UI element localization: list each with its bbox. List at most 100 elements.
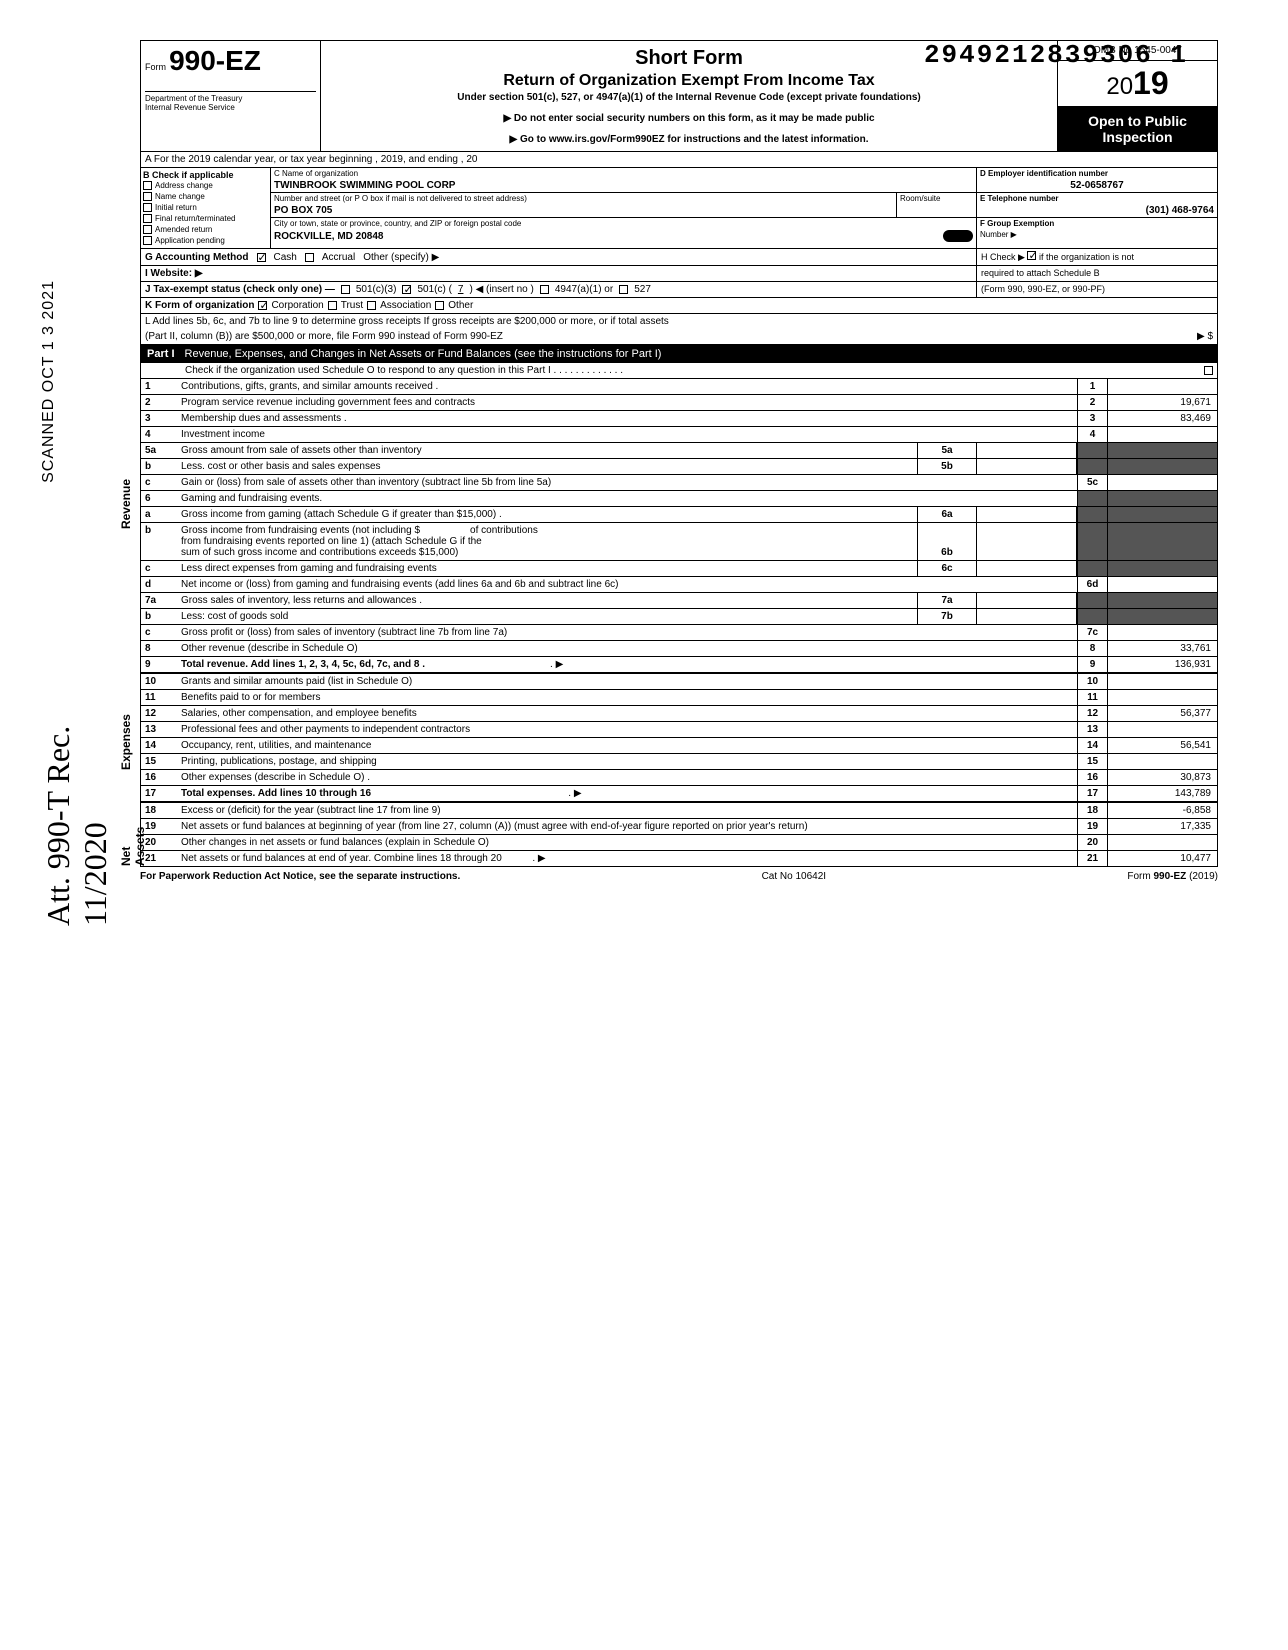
ln18-val: -6,858 (1107, 803, 1217, 818)
part-1-header: Part I Revenue, Expenses, and Changes in… (141, 345, 1217, 363)
row-l-arrow: ▶ $ (1197, 331, 1213, 342)
ln6a-sub: 6a (917, 507, 977, 522)
section-def: D Employer identification number 52-0658… (977, 168, 1217, 248)
ln7c-val (1107, 625, 1217, 640)
ln6c-sub: 6c (917, 561, 977, 576)
cb-corporation[interactable] (258, 301, 267, 310)
cb-address-change[interactable]: Address change (143, 180, 268, 191)
ln5a-dark (1077, 443, 1107, 458)
cb-501c[interactable] (402, 285, 411, 294)
room-label: Room/suite (897, 193, 976, 204)
ln7b-darkval (1107, 609, 1217, 624)
ln15-desc: Printing, publications, postage, and shi… (177, 754, 1077, 769)
ln8-num: 8 (141, 641, 177, 656)
ln20-desc: Other changes in net assets or fund bala… (177, 835, 1077, 850)
addr-label: Number and street (or P O box if mail is… (271, 193, 896, 204)
row-k-label: K Form of organization (145, 300, 254, 311)
ln13-idx: 13 (1077, 722, 1107, 737)
ln7b-num: b (141, 609, 177, 624)
ln14-val: 56,541 (1107, 738, 1217, 753)
row-h-line3: (Form 990, 990-EZ, or 990-PF) (977, 282, 1217, 297)
return-title: Return of Organization Exempt From Incom… (327, 72, 1051, 90)
4947-label: 4947(a)(1) or (555, 284, 613, 295)
ln9-val: 136,931 (1107, 657, 1217, 672)
row-gh: G Accounting Method Cash Accrual Other (… (141, 249, 1217, 266)
cb-501c3[interactable] (341, 285, 350, 294)
cb-application-pending[interactable]: Application pending (143, 235, 268, 246)
cb-schedule-b[interactable] (1027, 251, 1036, 260)
ln4-idx: 4 (1077, 427, 1107, 442)
ln3-idx: 3 (1077, 411, 1107, 426)
instruction-2: ▶ Go to www.irs.gov/Form990EZ for instru… (327, 134, 1051, 145)
cash-label: Cash (274, 252, 297, 263)
cb-trust[interactable] (328, 301, 337, 310)
ln12-val: 56,377 (1107, 706, 1217, 721)
ln1-idx: 1 (1077, 379, 1107, 394)
dept-treasury: Department of the Treasury (145, 91, 316, 103)
cb-accrual[interactable] (305, 253, 314, 262)
ln5c-desc: Gain or (loss) from sale of assets other… (177, 475, 1077, 490)
cb-association[interactable] (367, 301, 376, 310)
cb-initial-return[interactable]: Initial return (143, 202, 268, 213)
501c3-label: 501(c)(3) (356, 284, 397, 295)
ln6c-darkval (1107, 561, 1217, 576)
cb-527[interactable] (619, 285, 628, 294)
ln6c-num: c (141, 561, 177, 576)
ln17-idx: 17 (1077, 786, 1107, 801)
ln2-idx: 2 (1077, 395, 1107, 410)
ein-value: 52-0658767 (977, 179, 1217, 192)
ln13-desc: Professional fees and other payments to … (177, 722, 1077, 737)
ln1-val (1107, 379, 1217, 394)
ln15-num: 15 (141, 754, 177, 769)
year-bold: 19 (1133, 65, 1169, 101)
identity-block: B Check if applicable Address change Nam… (141, 168, 1217, 249)
phone-value: (301) 468-9764 (977, 204, 1217, 217)
ln1-desc: Contributions, gifts, grants, and simila… (177, 379, 1077, 394)
footer-right: Form 990-EZ (2019) (1127, 871, 1218, 882)
ln18-idx: 18 (1077, 803, 1107, 818)
accrual-label: Accrual (322, 252, 355, 263)
section-b: B Check if applicable Address change Nam… (141, 168, 271, 248)
ln6-num: 6 (141, 491, 177, 506)
row-l: L Add lines 5b, 6c, and 7b to line 9 to … (141, 314, 1217, 345)
row-i: I Website: ▶ (145, 268, 203, 279)
ln21-num: 21 (141, 851, 177, 866)
cb-name-change[interactable]: Name change (143, 191, 268, 202)
ln12-num: 12 (141, 706, 177, 721)
ln6b-dark (1077, 523, 1107, 560)
row-k: K Form of organization Corporation Trust… (141, 298, 1217, 314)
ln5b-dark (1077, 459, 1107, 474)
ln21-idx: 21 (1077, 851, 1107, 866)
part-1-check: Check if the organization used Schedule … (141, 363, 1217, 379)
row-j-wrap: J Tax-exempt status (check only one) — 5… (141, 282, 1217, 298)
row-h-line2: required to attach Schedule B (977, 266, 1217, 281)
cb-4947[interactable] (540, 285, 549, 294)
ln11-desc: Benefits paid to or for members (177, 690, 1077, 705)
cb-amended-return[interactable]: Amended return (143, 224, 268, 235)
ln7a-darkval (1107, 593, 1217, 608)
ln6a-subval (977, 507, 1077, 522)
footer-center: Cat No 10642I (762, 871, 827, 882)
ln5c-num: c (141, 475, 177, 490)
cb-cash[interactable] (257, 253, 266, 262)
row-l-line1: L Add lines 5b, 6c, and 7b to line 9 to … (145, 316, 1213, 327)
header-left: Form 990-EZ Department of the Treasury I… (141, 41, 321, 151)
ln3-val: 83,469 (1107, 411, 1217, 426)
ln10-desc: Grants and similar amounts paid (list in… (177, 674, 1077, 689)
ln11-num: 11 (141, 690, 177, 705)
cb-other-org[interactable] (435, 301, 444, 310)
ln18-num: 18 (141, 803, 177, 818)
org-name: TWINBROOK SWIMMING POOL CORP (271, 179, 976, 192)
dept-irs: Internal Revenue Service (145, 103, 316, 112)
cb-schedule-o[interactable] (1204, 366, 1213, 375)
ln21-desc-wrap: Net assets or fund balances at end of ye… (177, 851, 1077, 866)
ln4-val (1107, 427, 1217, 442)
row-j-label: J Tax-exempt status (check only one) — (145, 284, 335, 295)
group-exemption-label: F Group Exemption (977, 218, 1217, 229)
ln15-idx: 15 (1077, 754, 1107, 769)
ln9-idx: 9 (1077, 657, 1107, 672)
ln2-val: 19,671 (1107, 395, 1217, 410)
ln5b-darkval (1107, 459, 1217, 474)
cb-final-return[interactable]: Final return/terminated (143, 213, 268, 224)
other-label: Other (specify) ▶ (363, 252, 439, 263)
